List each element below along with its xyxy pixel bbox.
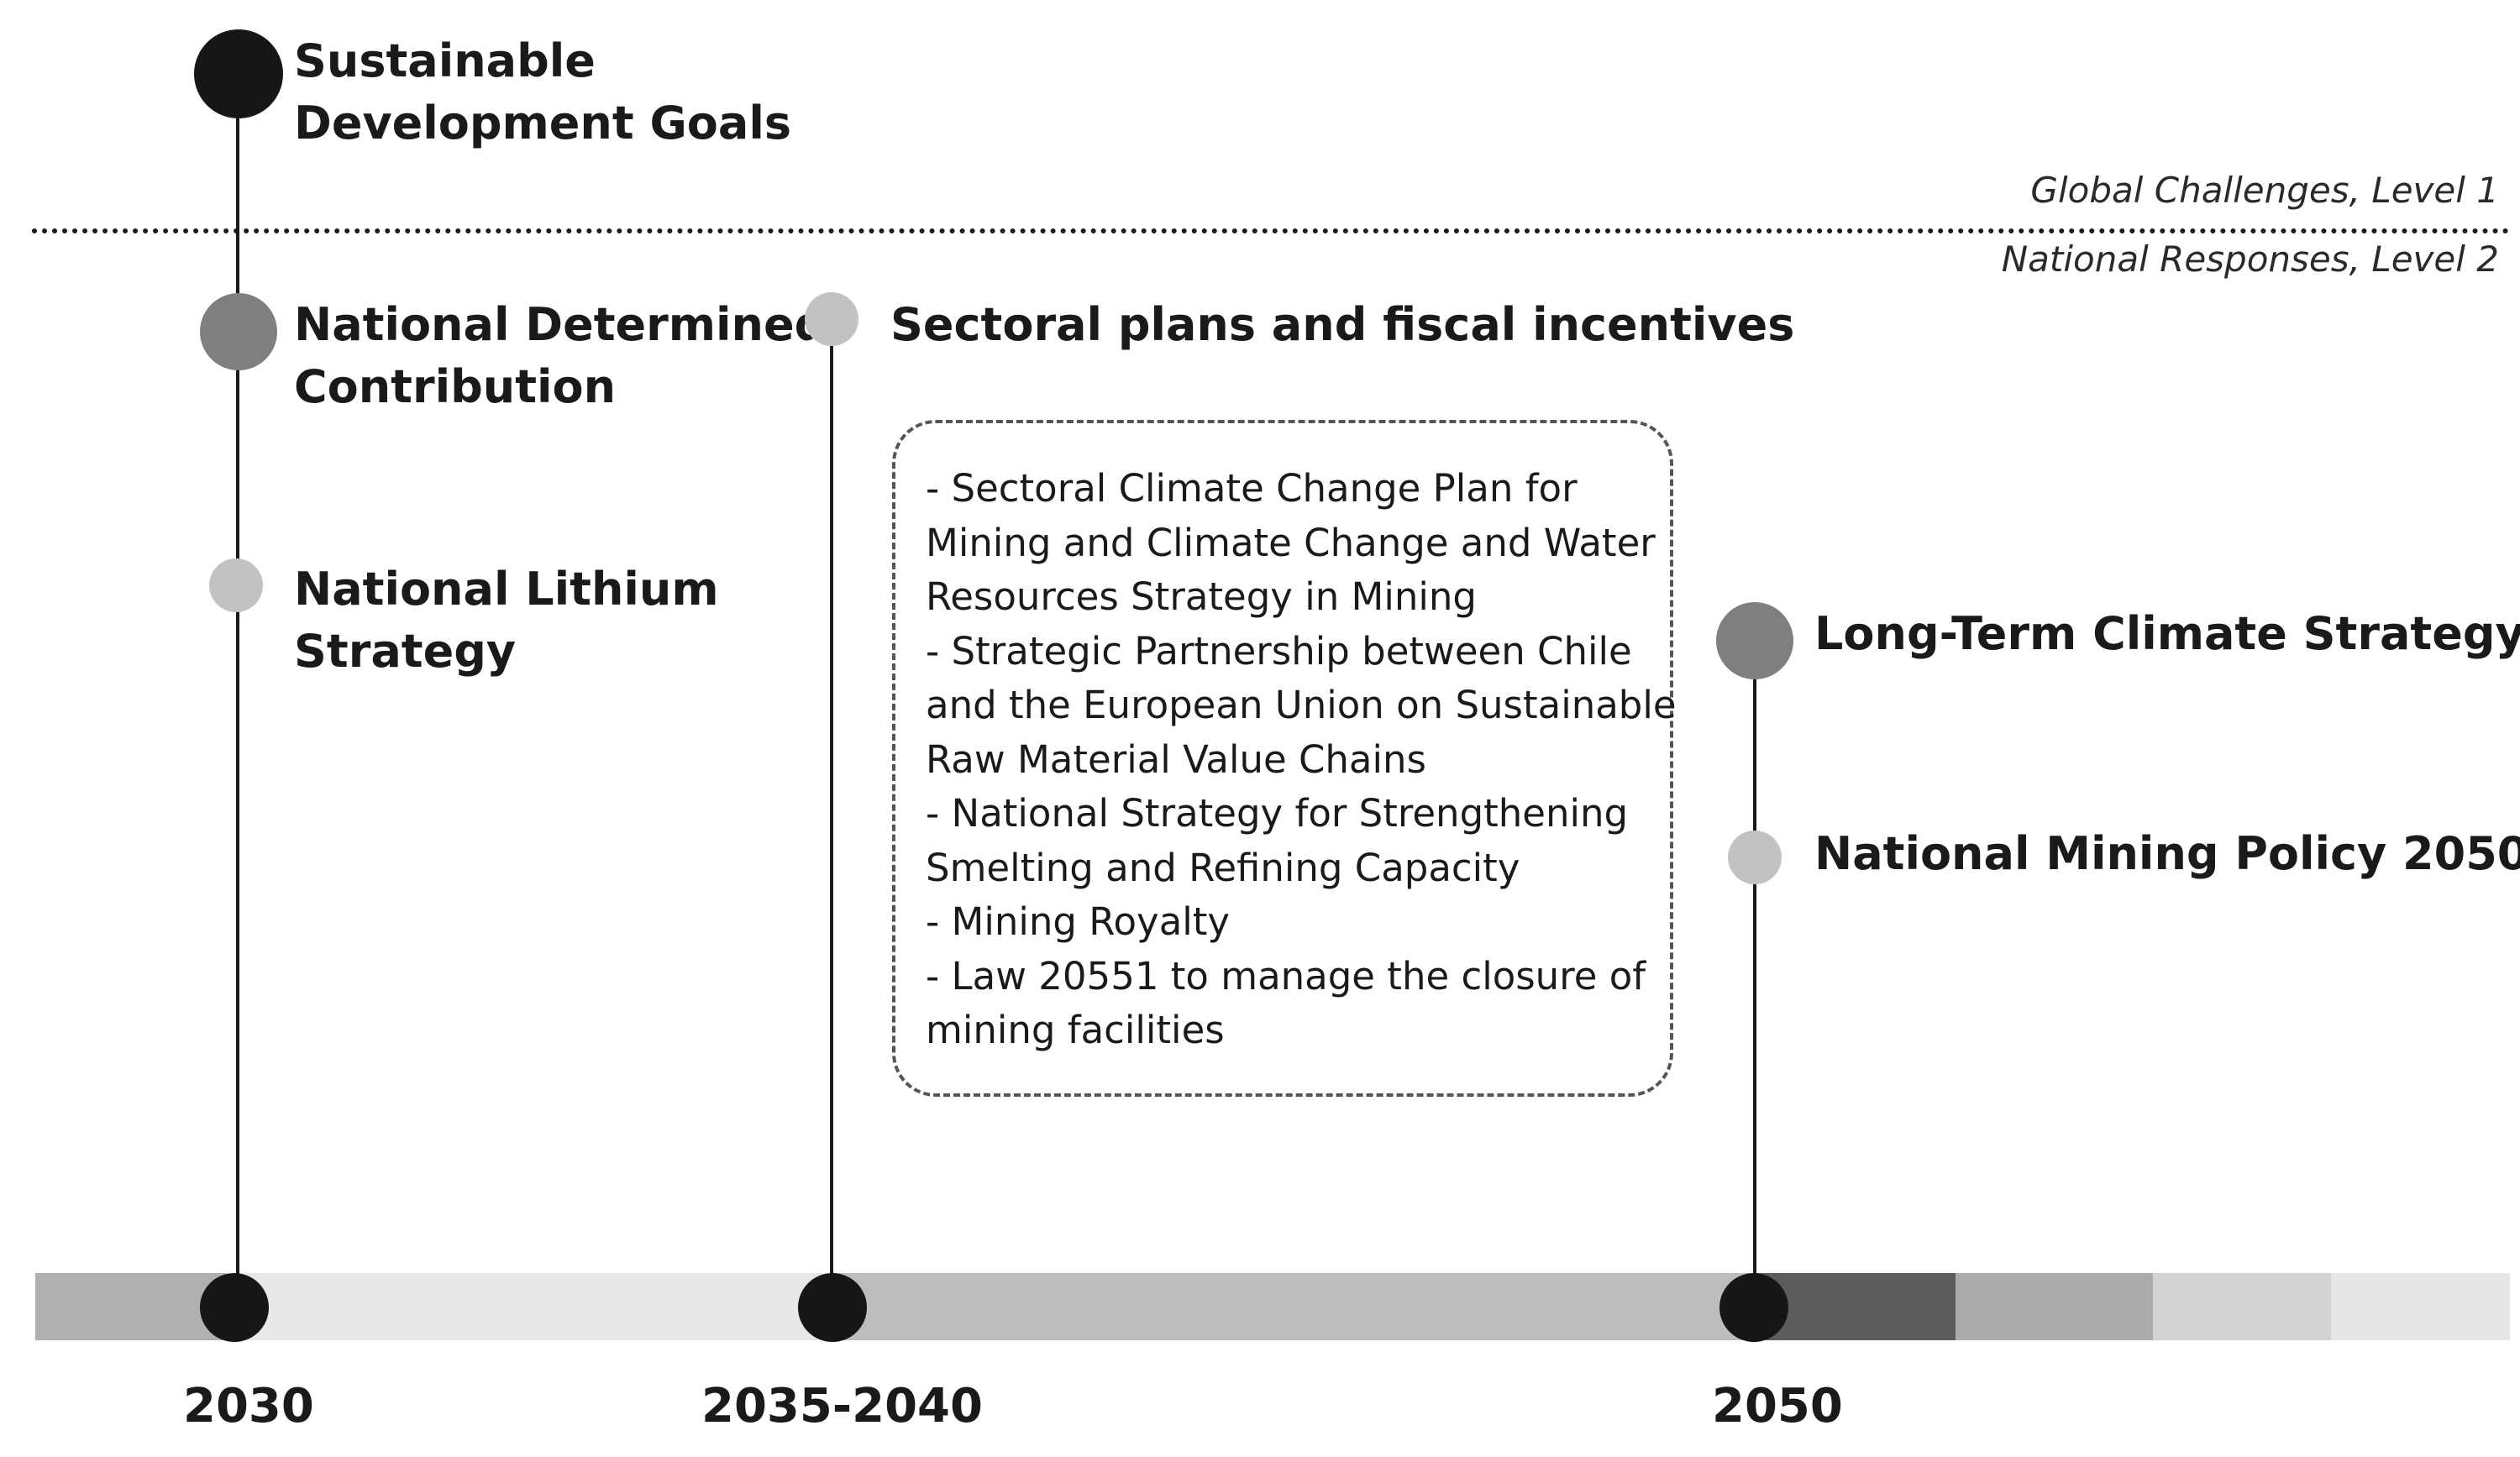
sdg-label: Sustainable Development Goals: [294, 34, 791, 149]
list-item: - Sectoral Climate Change Plan for: [926, 466, 1578, 511]
timeline-segment-7: [2331, 1273, 2510, 1340]
list-item: - Strategic Partnership between Chile: [926, 628, 1632, 673]
timeline-connector-2035: [830, 319, 833, 1310]
list-item: Resources Strategy in Mining: [926, 574, 1477, 619]
level-divider: [32, 228, 2510, 233]
global-level-label: Global Challenges, Level 1: [2030, 170, 2499, 211]
sdg-marker: [194, 29, 283, 118]
timeline-segment-5: [1956, 1273, 2153, 1340]
timeline-segment-2: [227, 1273, 832, 1340]
list-item: - Mining Royalty: [926, 899, 1231, 944]
year-label-2050: 2050: [1712, 1379, 1843, 1433]
mining-policy-marker: [1728, 831, 1782, 884]
list-item: - National Strategy for Strengthening: [926, 791, 1629, 836]
year-label-2035-2040: 2035-2040: [701, 1379, 983, 1433]
timeline-node-2030: [200, 1273, 269, 1342]
timeline-segment-4: [1756, 1273, 1956, 1340]
timeline-segment-3: [832, 1273, 1756, 1340]
timeline-segment-1: [35, 1273, 227, 1340]
ndc-label: National Determined Contribution: [294, 298, 827, 413]
sectoral-plans-list: - Sectoral Climate Change Plan for Minin…: [926, 462, 1677, 1058]
list-item: Raw Material Value Chains: [926, 736, 1426, 782]
sectoral-plans-box: [892, 420, 1673, 1097]
mining-policy-label: National Mining Policy 2050: [1814, 827, 2520, 880]
timeline-node-2035: [798, 1273, 867, 1342]
list-item: Smelting and Refining Capacity: [926, 845, 1520, 890]
timeline-connector-2030: [236, 74, 239, 1308]
ndc-marker: [200, 293, 277, 370]
long-term-strategy-marker: [1716, 602, 1793, 679]
list-item: and the European Union on Sustainable: [926, 683, 1677, 727]
timeline-segment-6: [2153, 1273, 2331, 1340]
list-item: mining facilities: [926, 1008, 1225, 1052]
list-item: Mining and Climate Change and Water: [926, 520, 1656, 565]
year-label-2030: 2030: [183, 1379, 314, 1433]
timeline-connector-2050: [1753, 638, 1756, 1310]
sectoral-plans-label: Sectoral plans and fiscal incentives: [890, 298, 1795, 351]
long-term-strategy-label: Long-Term Climate Strategy: [1814, 607, 2520, 660]
lithium-strategy-marker: [209, 558, 263, 612]
national-level-label: National Responses, Level 2: [2001, 238, 2499, 280]
lithium-strategy-label: National Lithium Strategy: [294, 563, 719, 678]
timeline-node-2050: [1719, 1273, 1788, 1342]
sectoral-plans-marker: [805, 292, 858, 346]
list-item: - Law 20551 to manage the closure of: [926, 953, 1646, 998]
